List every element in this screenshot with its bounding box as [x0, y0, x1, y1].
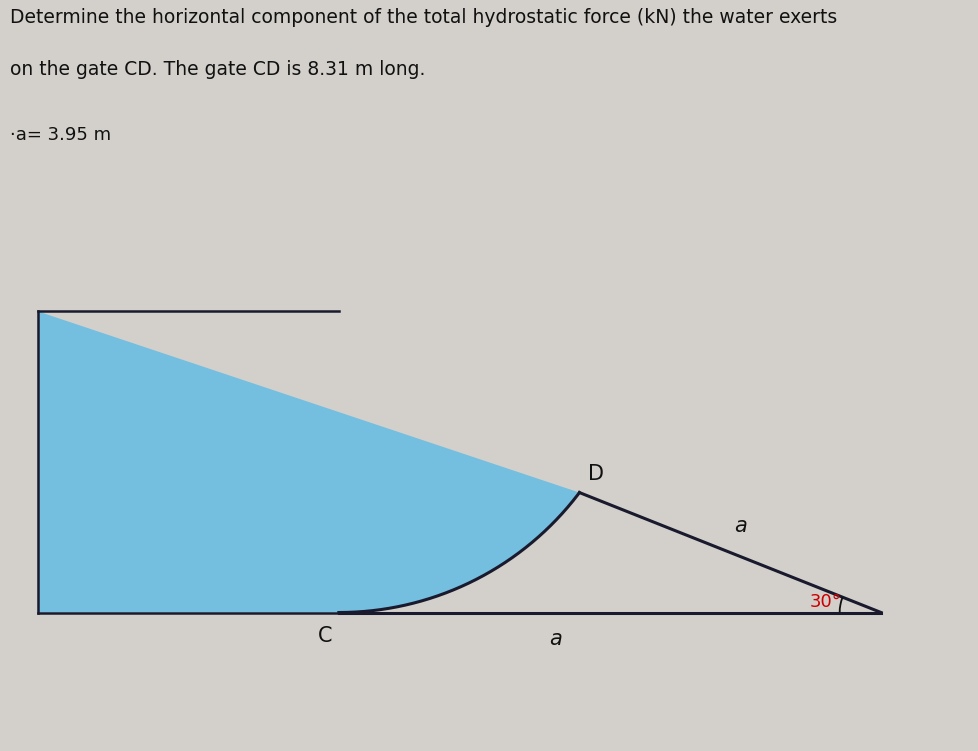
Text: D: D	[588, 463, 603, 484]
Polygon shape	[37, 311, 579, 613]
Text: Determine the horizontal component of the total hydrostatic force (kN) the water: Determine the horizontal component of th…	[10, 8, 836, 26]
Text: 30°: 30°	[809, 593, 841, 611]
Text: a: a	[549, 629, 561, 649]
Text: on the gate CD. The gate CD is 8.31 m long.: on the gate CD. The gate CD is 8.31 m lo…	[10, 60, 424, 79]
Text: C: C	[318, 626, 333, 646]
Text: ·a= 3.95 m: ·a= 3.95 m	[10, 126, 111, 144]
Text: a: a	[734, 516, 746, 536]
